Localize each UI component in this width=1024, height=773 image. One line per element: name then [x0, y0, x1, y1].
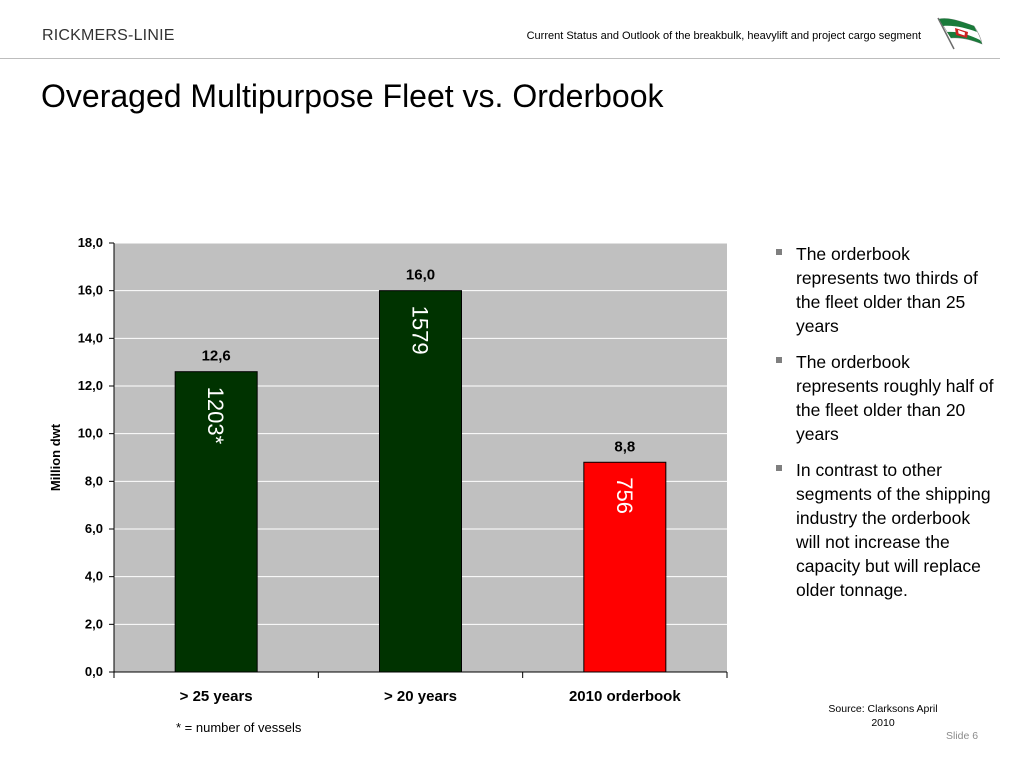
bar-value-label: 16,0	[406, 267, 435, 284]
source-note: Source: Clarksons April 2010	[828, 703, 938, 729]
chart-container: 0,0 2,0 4,0 6,0 8,0 10,0 12,0 14,0 16,0 18,0 Milli…	[48, 235, 728, 705]
bar	[583, 461, 667, 673]
bullet-text: In contrast to other segments of the shi…	[796, 460, 991, 600]
slide-number: Slide 6	[946, 730, 979, 742]
y-tick-label: 14,0	[78, 330, 103, 345]
y-tick-label: 4,0	[85, 569, 103, 584]
header-divider	[0, 58, 1000, 59]
bullet-square-icon	[776, 465, 782, 471]
bar-value-label: 8,8	[614, 438, 635, 455]
bar-vessel-count-label: 756	[612, 477, 637, 514]
flag-logo-icon	[937, 17, 983, 50]
y-tick-label: 6,0	[85, 521, 103, 536]
bullet-text: The orderbook represents roughly half of…	[796, 352, 994, 444]
y-tick-label: 2,0	[85, 616, 103, 631]
bullet-item: The orderbook represents two thirds of t…	[774, 242, 994, 338]
brand-name: RICKMERS-LINIE	[42, 27, 175, 44]
bar	[379, 290, 462, 673]
y-tick-label: 10,0	[78, 426, 103, 441]
header-subtitle: Current Status and Outlook of the breakb…	[526, 30, 921, 42]
bar-chart: 0,0 2,0 4,0 6,0 8,0 10,0 12,0 14,0 16,0 18,0 Milli…	[48, 235, 728, 705]
y-tick-label: 0,0	[85, 664, 103, 679]
bullet-square-icon	[776, 249, 782, 255]
bar-value-label: 12,6	[202, 348, 231, 365]
y-tick-label: 12,0	[78, 378, 103, 393]
y-tick-label: 18,0	[78, 235, 103, 250]
bullet-square-icon	[776, 357, 782, 363]
y-tick-label: 16,0	[78, 283, 103, 298]
bar-vessel-count-label: 1579	[408, 306, 433, 355]
x-category-label: > 20 years	[384, 688, 457, 705]
page-title: Overaged Multipurpose Fleet vs. Orderboo…	[41, 78, 664, 114]
y-axis-label: Million dwt	[48, 423, 63, 491]
x-category-label: > 25 years	[180, 688, 253, 705]
bullet-text: The orderbook represents two thirds of t…	[796, 244, 978, 336]
bullet-list: The orderbook represents two thirds of t…	[774, 242, 994, 614]
bullet-item: The orderbook represents roughly half of…	[774, 350, 994, 446]
bar-vessel-count-label: 1203*	[203, 387, 228, 445]
bar	[174, 371, 258, 673]
bullet-item: In contrast to other segments of the shi…	[774, 458, 994, 602]
footnote: * = number of vessels	[176, 720, 302, 735]
x-category-label: 2010 orderbook	[569, 688, 681, 705]
y-tick-label: 8,0	[85, 473, 103, 488]
